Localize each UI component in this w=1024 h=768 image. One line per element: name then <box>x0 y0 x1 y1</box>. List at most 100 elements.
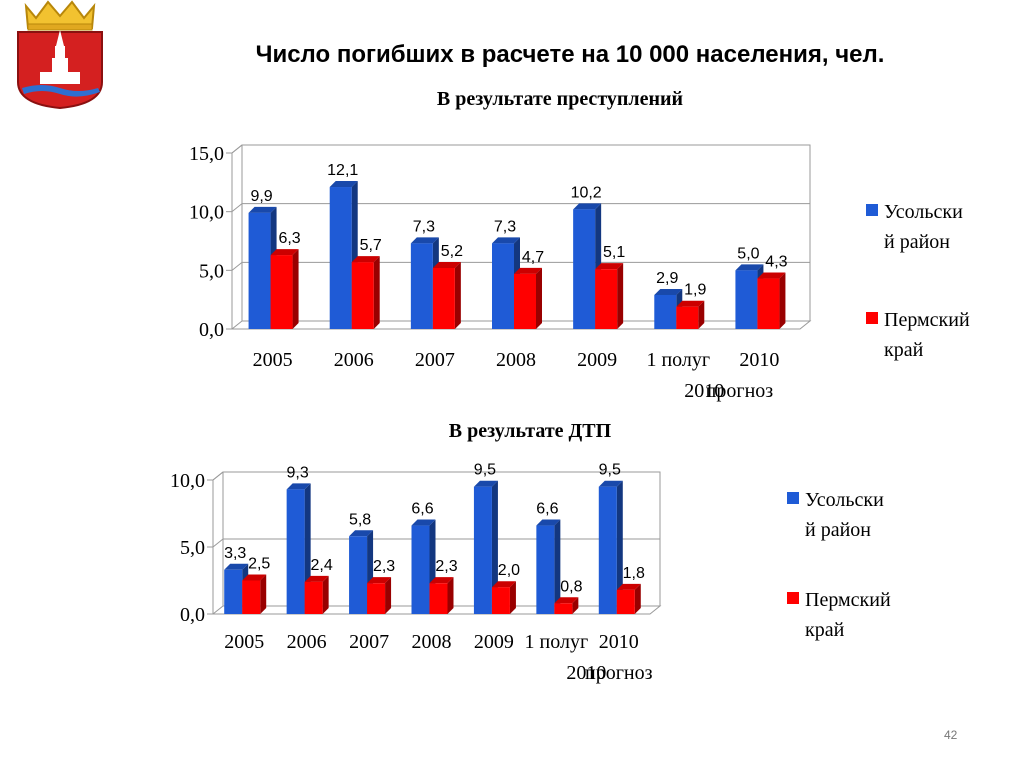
data-label: 9,5 <box>474 462 496 479</box>
coat-of-arms-logo <box>17 0 103 110</box>
data-label: 6,6 <box>536 501 558 518</box>
data-label: 5,2 <box>441 243 463 260</box>
data-label: 6,6 <box>411 501 433 518</box>
bar-perm-2009 <box>595 263 624 329</box>
crown-icon <box>24 0 96 31</box>
legend-label-perm: Пермский <box>884 309 970 331</box>
x-tick-label: 2007 <box>415 349 455 371</box>
x-tick-label: 2008 <box>496 349 536 371</box>
bar-perm-2009 <box>491 581 516 614</box>
chart-1-title: В результате преступлений <box>436 88 684 110</box>
data-label: 4,3 <box>765 254 787 271</box>
x-tick-label: 2010 <box>566 662 606 684</box>
gridline <box>212 471 660 481</box>
bar-usolsky-2010-прогноз <box>598 480 623 614</box>
y-axis-top-edge <box>231 144 243 154</box>
data-label: 1,8 <box>623 565 645 582</box>
gridline <box>212 538 660 548</box>
data-label: 9,5 <box>599 462 621 479</box>
plot-back-wall <box>222 471 661 607</box>
data-label: 5,0 <box>737 245 759 262</box>
legend-swatch-perm <box>787 592 799 604</box>
legend-swatch-usolsky <box>866 204 878 216</box>
x-tick-label: 2010 <box>684 380 724 402</box>
legend-label-perm: Пермский <box>805 589 891 611</box>
data-label: 9,3 <box>287 464 309 481</box>
legend-label-usolsky: Усольски <box>805 489 884 511</box>
y-tick-label: 0,0 <box>180 604 205 626</box>
bar-usolsky-2008 <box>411 519 436 614</box>
y-tick-label: 5,0 <box>180 537 205 559</box>
main-title: Число погибших в расчете на 10 000 насел… <box>255 41 885 68</box>
legend-label-perm: край <box>884 339 924 361</box>
data-label: 5,8 <box>349 511 371 528</box>
x-tick-label: 2009 <box>577 349 617 371</box>
y-tick-label: 10,0 <box>170 470 205 492</box>
bar-perm-2008 <box>514 267 542 329</box>
data-label: 2,9 <box>656 270 678 287</box>
x-tick-label: 2009 <box>474 631 514 653</box>
data-label: 2,4 <box>311 557 333 574</box>
legend-label-usolsky: й район <box>805 519 871 541</box>
x-tick-label: 2006 <box>287 631 327 653</box>
x-tick-label: 2005 <box>224 631 264 653</box>
bar-perm-2010-прогноз <box>616 583 641 614</box>
bar-usolsky-2005 <box>248 206 277 329</box>
data-label: 5,1 <box>603 244 625 261</box>
bar-usolsky-2009 <box>473 480 498 614</box>
bar-perm-2007 <box>367 577 392 614</box>
data-label: 2,5 <box>248 556 270 573</box>
x-tick-label: 2006 <box>334 349 374 371</box>
bar-perm-2006 <box>304 575 329 614</box>
y-axis-top-edge <box>212 471 224 481</box>
plot-back-wall <box>241 144 811 322</box>
bar-usolsky-2006 <box>329 181 358 329</box>
x-tick-label: 1 полуг <box>646 349 710 371</box>
data-label: 7,3 <box>494 218 516 235</box>
tower-icon <box>40 30 80 84</box>
legend-swatch-perm <box>866 312 878 324</box>
bar-perm-2006 <box>351 256 380 329</box>
bar-usolsky-2007 <box>349 530 374 614</box>
bar-usolsky-1-полуг-2010 <box>536 519 561 614</box>
bar-usolsky-2009 <box>573 203 602 329</box>
data-label: 2,3 <box>373 558 395 575</box>
y-tick-label: 10,0 <box>189 202 224 224</box>
plot-floor <box>211 605 662 615</box>
water-icon <box>22 85 100 97</box>
bar-usolsky-2006 <box>286 483 311 614</box>
y-tick-label: 15,0 <box>189 143 224 165</box>
x-tick-label: 1 полуг <box>525 631 589 653</box>
data-label: 2,0 <box>498 562 520 579</box>
y-tick-label: 5,0 <box>199 260 224 282</box>
data-label: 7,3 <box>413 218 435 235</box>
data-label: 0,8 <box>560 578 582 595</box>
legend-swatch-usolsky <box>787 492 799 504</box>
bar-perm-2008 <box>429 577 454 614</box>
gridline <box>231 144 810 154</box>
data-label: 3,3 <box>224 545 246 562</box>
legend-label-perm: край <box>805 619 845 641</box>
plot-floor <box>230 320 812 330</box>
gridline <box>231 261 810 271</box>
bar-perm-1-полуг-2010 <box>554 597 579 614</box>
data-label: 4,7 <box>522 249 544 266</box>
gridline <box>231 203 810 213</box>
x-tick-label: прогноз <box>585 662 653 684</box>
bar-usolsky-1-полуг-2010 <box>654 288 683 329</box>
data-label: 9,9 <box>250 188 272 205</box>
legend-label-usolsky: й район <box>884 231 950 253</box>
data-label: 2,3 <box>435 558 457 575</box>
bar-usolsky-2005 <box>224 563 249 614</box>
data-label: 10,2 <box>571 184 602 201</box>
data-label: 5,7 <box>360 237 382 254</box>
x-tick-label: 2008 <box>412 631 452 653</box>
chart-2-title: В результате ДТП <box>448 420 612 442</box>
bar-perm-2005 <box>270 249 299 329</box>
data-label: 1,9 <box>684 282 706 299</box>
bar-perm-1-полуг-2010 <box>676 300 705 329</box>
bar-perm-2007 <box>432 261 461 329</box>
data-label: 12,1 <box>327 162 358 179</box>
